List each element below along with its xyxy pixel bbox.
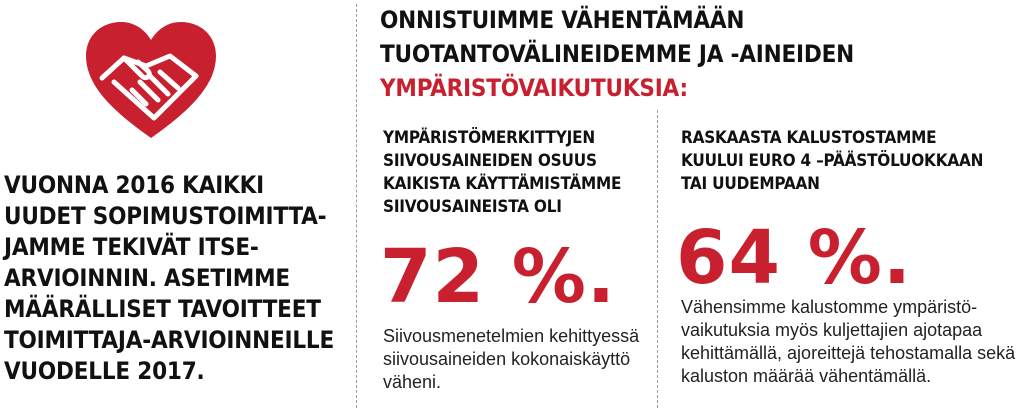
stat-left-value: 72 %.	[380, 234, 616, 320]
handshake-heart-icon	[84, 20, 218, 142]
divider	[657, 110, 658, 408]
title-part-1: ONNISTUIMME VÄHENTÄMÄÄN TUOTANTOVÄLINEID…	[380, 6, 855, 68]
stat-left-description: Siivousmenetelmien kehittyessä siivousai…	[383, 326, 640, 392]
stat-right-description: Vähensimme kalustomme ympäristö-vaikutuk…	[681, 297, 1016, 386]
page-title: ONNISTUIMME VÄHENTÄMÄÄN TUOTANTOVÄLINEID…	[380, 3, 1020, 105]
stat-right-label: RASKAASTA KALUSTOSTAMME KUULUI EURO 4 –P…	[681, 128, 984, 194]
left-statement: VUONNA 2016 KAIKKI UUDET SOPIMUSTOIMITTA…	[4, 171, 335, 385]
title-part-2: YMPÄRISTÖVAIKUTUKSIA:	[380, 74, 688, 102]
divider	[356, 4, 357, 408]
stat-right-value: 64 %.	[676, 215, 912, 301]
stat-left-label: YMPÄRISTÖMERKITTYJEN SIIVOUSAINEIDEN OSU…	[383, 128, 622, 217]
